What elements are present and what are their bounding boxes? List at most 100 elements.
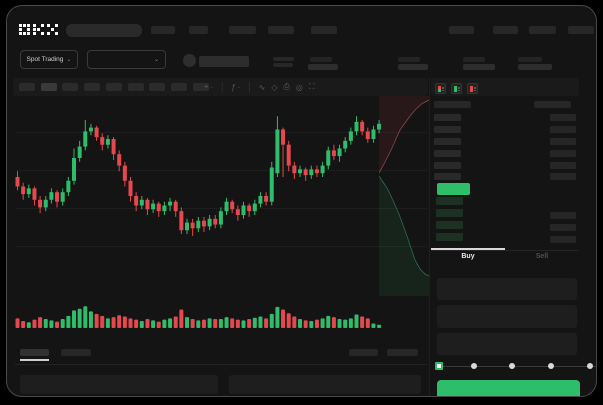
orderbook-col-header — [534, 101, 571, 108]
timeframe-button[interactable] — [84, 83, 101, 91]
bottom-action[interactable] — [387, 349, 418, 356]
orderbook-row[interactable] — [436, 209, 463, 217]
orderbook-row[interactable] — [434, 126, 461, 133]
orderbook-row[interactable] — [550, 173, 576, 180]
orderbook-row[interactable] — [436, 233, 463, 241]
orderbook-col-header — [434, 101, 471, 108]
depth-chart — [379, 96, 429, 296]
orderbook-row[interactable] — [434, 173, 461, 180]
orderbook-layout-combined-icon[interactable] — [435, 83, 446, 94]
timeframe-button[interactable] — [19, 83, 35, 91]
nav-item[interactable] — [311, 26, 337, 34]
nav-item[interactable] — [449, 26, 474, 34]
slider-handle[interactable] — [435, 362, 443, 370]
slider-stop[interactable] — [509, 363, 515, 369]
market-type-label: Spot Trading — [26, 56, 64, 63]
history-panel — [229, 375, 421, 394]
bottom-action[interactable] — [349, 349, 378, 356]
orderbook-row[interactable] — [434, 138, 461, 145]
toolbar-separator: │ — [247, 82, 253, 92]
chart-toolbar — [13, 78, 428, 96]
pair-price-placeholder — [199, 56, 249, 67]
orderbook-row[interactable] — [434, 114, 461, 121]
stat-value — [518, 64, 552, 70]
chart-tool-icons: ⌖ ⌄ │ ƒ ⌄ │ ∿ ◇ ⎙ ◎ ⛶ — [204, 78, 314, 96]
slider-stop[interactable] — [587, 363, 593, 369]
search-input[interactable] — [66, 24, 142, 37]
timeframe-button[interactable] — [105, 83, 122, 91]
orderbook-row[interactable] — [550, 138, 576, 145]
nav-item[interactable] — [268, 26, 294, 34]
timeframe-button[interactable] — [192, 83, 209, 91]
volume-chart — [15, 306, 382, 328]
fullscreen-icon[interactable]: ⛶ — [308, 82, 315, 91]
amount-input[interactable] — [437, 305, 577, 328]
crosshair-tool-icon[interactable]: ⌖ ⌄ — [204, 82, 214, 91]
nav-item[interactable] — [568, 26, 594, 34]
timeframe-button[interactable] — [127, 83, 144, 91]
orders-panel — [20, 375, 218, 394]
tab-divider — [431, 250, 579, 251]
stat-value — [398, 64, 428, 70]
toolbar-separator: │ — [219, 82, 226, 92]
nav-item[interactable] — [229, 26, 256, 34]
line-style-icon[interactable]: ∿ — [258, 82, 266, 92]
stat-label — [518, 57, 542, 62]
orderbook-row[interactable] — [550, 224, 576, 231]
candlestick-chart[interactable] — [15, 99, 383, 296]
change-placeholder — [273, 57, 294, 61]
orderbook-row[interactable] — [550, 236, 576, 243]
orderbook-row[interactable] — [436, 221, 463, 229]
app-window: Spot Trading ⌄ ⌄ ⌖ ⌄ │ ƒ ⌄ │ ∿ ◇ ⎙ ◎ ⛶ — [6, 5, 597, 397]
stat-label — [310, 57, 332, 62]
nav-item[interactable] — [529, 26, 556, 34]
tab-buy[interactable]: Buy — [461, 253, 475, 260]
orderbook-layout-bids-icon[interactable] — [451, 83, 462, 94]
orderbook-row[interactable] — [434, 150, 461, 157]
tab-sell[interactable]: Sell — [535, 253, 549, 260]
last-price-badge[interactable] — [437, 183, 470, 195]
nav-item[interactable] — [493, 26, 518, 34]
draw-icon[interactable]: ◇ — [271, 82, 278, 92]
chevron-down-icon: ⌄ — [153, 57, 159, 63]
indicators-icon[interactable]: ƒ ⌄ — [231, 82, 241, 92]
timeframe-button[interactable] — [149, 83, 166, 91]
bottom-divider — [15, 364, 427, 365]
total-input[interactable] — [437, 333, 577, 355]
price-input[interactable] — [437, 278, 577, 300]
gridline — [15, 246, 427, 247]
timeframe-button[interactable] — [40, 83, 57, 91]
orderbook-row[interactable] — [550, 162, 576, 169]
orderbook-row[interactable] — [550, 114, 576, 121]
panel-divider — [429, 78, 430, 396]
slider-stop[interactable] — [471, 363, 477, 369]
stat-label — [398, 57, 420, 62]
stat-label — [463, 57, 485, 62]
snapshot-icon[interactable]: ⎙ — [283, 82, 290, 91]
timeframe-button[interactable] — [62, 83, 79, 91]
market-type-dropdown[interactable]: Spot Trading ⌄ — [20, 50, 78, 69]
bottom-tab[interactable] — [61, 349, 91, 356]
orderbook-row[interactable] — [550, 150, 576, 157]
orderbook-row[interactable] — [434, 162, 461, 169]
nav-item[interactable] — [189, 26, 208, 34]
orderbook-layout-asks-icon[interactable] — [467, 83, 478, 94]
amount-slider[interactable] — [437, 366, 596, 367]
slider-stop[interactable] — [548, 363, 554, 369]
chevron-down-icon: ⌄ — [66, 57, 72, 63]
orderbook-row[interactable] — [550, 212, 576, 219]
buy-submit-button[interactable] — [437, 380, 580, 396]
chart-settings-icon[interactable]: ◎ — [295, 82, 303, 92]
timeframe-button[interactable] — [170, 83, 187, 91]
change-placeholder — [273, 63, 293, 67]
stat-value — [463, 64, 495, 70]
token-icon — [183, 54, 196, 67]
bottom-tab-active[interactable] — [20, 349, 49, 356]
bottom-tab-indicator — [20, 359, 49, 361]
okx-logo[interactable] — [19, 21, 59, 38]
orderbook-row[interactable] — [550, 126, 576, 133]
gridline — [15, 170, 427, 171]
pair-selector-dropdown[interactable]: ⌄ — [87, 50, 166, 69]
nav-item[interactable] — [151, 26, 175, 34]
orderbook-row[interactable] — [436, 197, 463, 205]
